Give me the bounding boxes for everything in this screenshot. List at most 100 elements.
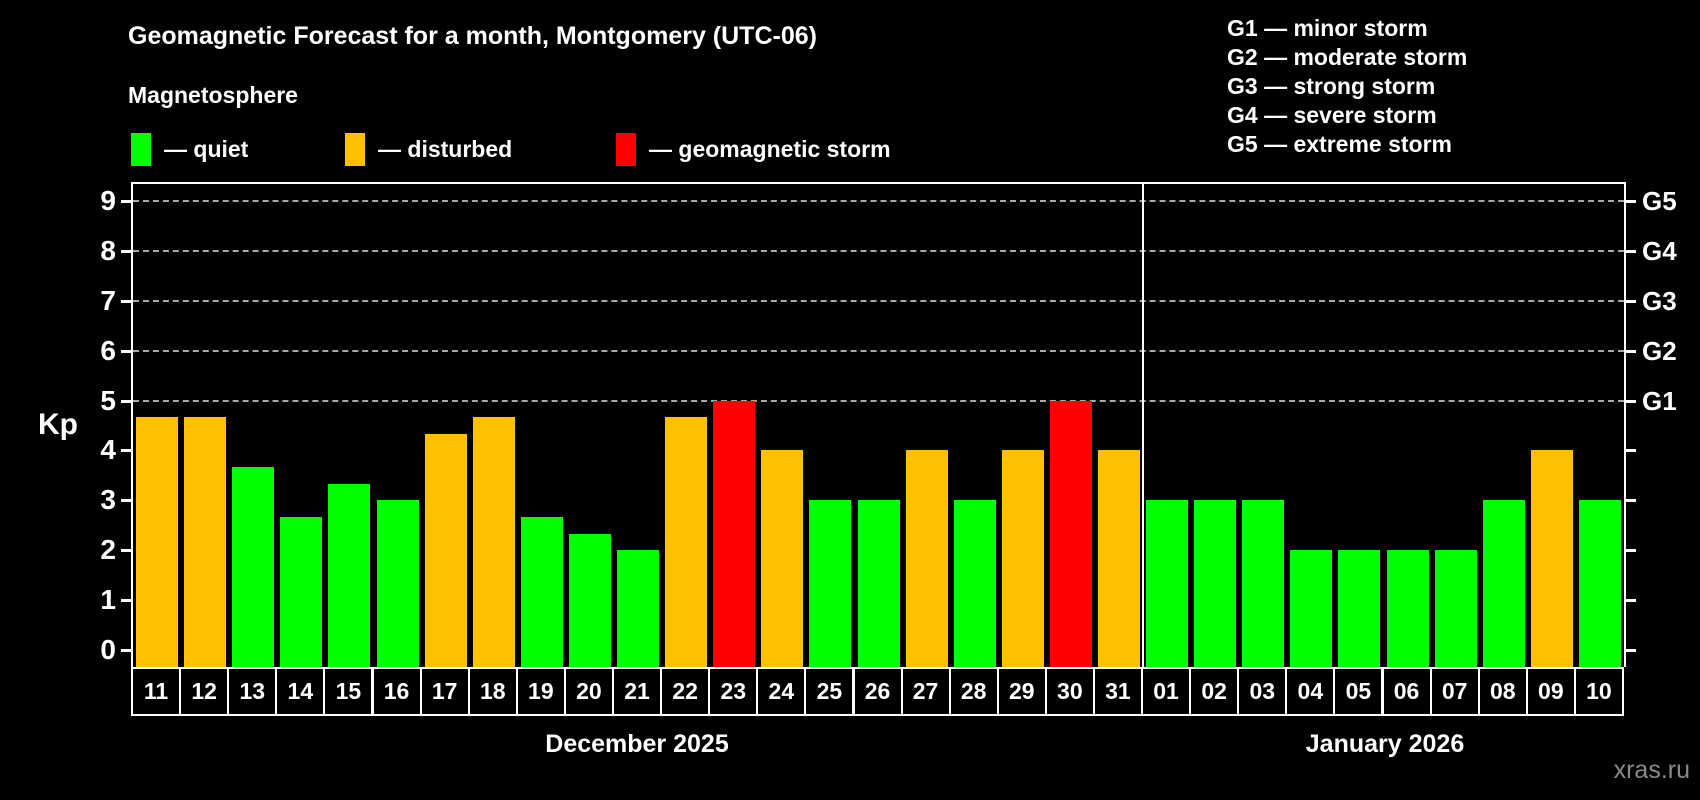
- kp-bar-day-21: [617, 550, 660, 667]
- day-cell-01: 01: [1141, 667, 1192, 716]
- kp-bar-day-08: [1482, 500, 1525, 667]
- kp-bar-day-16: [376, 500, 419, 667]
- y-tick-mark-left-0: [121, 648, 131, 652]
- day-cell-03: 03: [1237, 667, 1288, 716]
- g-legend-line-g2: G2 — moderate storm: [1227, 44, 1468, 70]
- kp-bar-day-13: [232, 466, 275, 667]
- y-tick-mark-left-5: [121, 399, 131, 403]
- legend-label-storm: — geomagnetic storm: [649, 135, 891, 162]
- day-cell-12: 12: [179, 667, 230, 716]
- kp-bar-day-04: [1290, 550, 1333, 667]
- y-tick-label-4: 4: [100, 434, 116, 466]
- day-cell-15: 15: [323, 667, 374, 716]
- month-label-january: January 2026: [1305, 730, 1465, 758]
- storm-color-swatch: [616, 132, 636, 166]
- month-label-december: December 2025: [545, 730, 729, 758]
- y-tick-mark-right-5: [1626, 399, 1636, 403]
- y-tick-label-9: 9: [100, 185, 116, 217]
- month-separator: [1142, 184, 1144, 667]
- day-cell-28: 28: [948, 667, 999, 716]
- day-cell-29: 29: [996, 667, 1047, 716]
- g-axis-label-G5: G5: [1642, 186, 1677, 217]
- kp-bar-day-10: [1578, 500, 1621, 667]
- kp-bar-day-20: [568, 533, 611, 667]
- day-cell-21: 21: [612, 667, 663, 716]
- kp-bar-day-02: [1194, 500, 1237, 667]
- kp-bar-day-22: [665, 417, 708, 667]
- y-tick-mark-right-3: [1626, 499, 1636, 503]
- day-cell-17: 17: [419, 667, 470, 716]
- kp-bar-day-12: [184, 417, 227, 667]
- day-cell-04: 04: [1285, 667, 1336, 716]
- quiet-color-swatch: [131, 132, 151, 166]
- kp-bar-day-06: [1386, 550, 1429, 667]
- kp-bar-day-19: [520, 516, 563, 667]
- g-scale-legend: G1 — minor storm G2 — moderate storm G3 …: [1227, 14, 1467, 159]
- day-cell-27: 27: [900, 667, 951, 716]
- kp-bar-day-18: [472, 417, 515, 667]
- g-legend-line-g5: G5 — extreme storm: [1227, 131, 1452, 157]
- legend-item-quiet: — quiet: [131, 132, 248, 166]
- kp-bar-day-30: [1049, 400, 1092, 667]
- kp-bar-day-05: [1338, 550, 1381, 667]
- day-cell-31: 31: [1092, 667, 1143, 716]
- y-axis-label: Kp: [38, 408, 78, 441]
- chart-subtitle: Magnetosphere: [128, 82, 298, 108]
- y-tick-label-8: 8: [100, 235, 116, 267]
- kp-bar-day-31: [1097, 450, 1140, 667]
- y-tick-mark-right-4: [1626, 449, 1636, 453]
- day-cell-30: 30: [1044, 667, 1095, 716]
- plot-area: [131, 182, 1626, 667]
- legend-item-disturbed: — disturbed: [345, 132, 512, 166]
- page-title: Geomagnetic Forecast for a month, Montgo…: [128, 22, 817, 50]
- legend-item-storm: — geomagnetic storm: [616, 132, 891, 166]
- kp-bar-day-23: [713, 400, 756, 667]
- kp-bar-day-26: [857, 500, 900, 667]
- g-legend-line-g3: G3 — strong storm: [1227, 73, 1436, 99]
- day-cell-14: 14: [275, 667, 326, 716]
- y-tick-mark-left-3: [121, 499, 131, 503]
- y-tick-label-0: 0: [100, 633, 116, 665]
- kp-bar-day-11: [136, 417, 179, 667]
- day-cell-06: 06: [1381, 667, 1432, 716]
- legend-label-disturbed: — disturbed: [378, 135, 513, 162]
- day-cell-13: 13: [227, 667, 278, 716]
- day-cell-25: 25: [804, 667, 855, 716]
- gridline-kp-5: [133, 399, 1624, 402]
- y-tick-mark-left-1: [121, 598, 131, 602]
- kp-bar-day-27: [905, 450, 948, 667]
- y-tick-mark-left-4: [121, 449, 131, 453]
- day-axis: 11 12 13 14 15 16 17 18 19 20 21 22 23 24 25 26 27 28 29 30…: [131, 667, 1626, 716]
- g-legend-line-g4: G4 — severe storm: [1227, 102, 1437, 128]
- day-cell-20: 20: [563, 667, 614, 716]
- legend-label-quiet: — quiet: [164, 135, 249, 162]
- day-cell-02: 02: [1189, 667, 1240, 716]
- disturbed-color-swatch: [345, 132, 365, 166]
- day-cell-23: 23: [708, 667, 759, 716]
- kp-bar-day-07: [1434, 550, 1477, 667]
- day-cell-22: 22: [660, 667, 711, 716]
- y-tick-mark-left-8: [121, 250, 131, 254]
- y-tick-label-5: 5: [100, 384, 116, 416]
- gridline-kp-7: [133, 300, 1624, 302]
- day-cell-07: 07: [1429, 667, 1480, 716]
- kp-bar-day-01: [1146, 500, 1189, 667]
- y-tick-label-3: 3: [100, 484, 116, 516]
- y-tick-mark-right-0: [1626, 648, 1636, 652]
- y-tick-label-2: 2: [100, 534, 116, 565]
- day-cell-16: 16: [371, 667, 422, 716]
- y-tick-mark-right-8: [1626, 250, 1636, 254]
- kp-bar-day-09: [1530, 450, 1573, 667]
- day-cell-26: 26: [852, 667, 903, 716]
- y-tick-label-1: 1: [100, 583, 116, 615]
- kp-bar-day-14: [280, 516, 323, 667]
- kp-bar-day-03: [1242, 500, 1285, 667]
- kp-bar-day-29: [1001, 450, 1044, 667]
- y-tick-mark-left-7: [121, 300, 131, 303]
- day-cell-10: 10: [1573, 667, 1624, 716]
- day-cell-08: 08: [1477, 667, 1528, 716]
- day-cell-19: 19: [515, 667, 566, 716]
- day-cell-11: 11: [131, 667, 182, 716]
- y-tick-mark-right-6: [1626, 349, 1636, 353]
